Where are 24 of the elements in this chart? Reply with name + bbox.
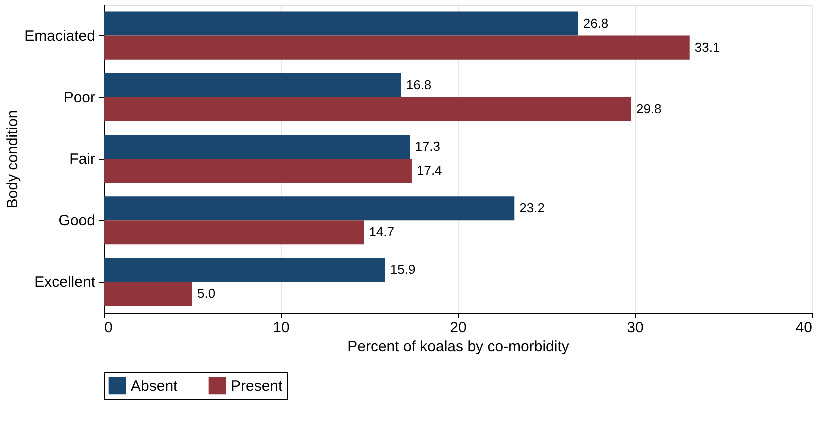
x-axis-title: Percent of koalas by co-morbidity xyxy=(348,338,570,356)
y-tick-label: Excellent xyxy=(34,274,96,292)
y-tick-label: Fair xyxy=(70,151,96,168)
data-label: 14.7 xyxy=(369,224,395,240)
y-tick-label: Poor xyxy=(64,89,96,106)
y-tick-label: Emaciated xyxy=(24,28,96,45)
data-label: 17.4 xyxy=(416,163,442,178)
x-tick-label: 30 xyxy=(627,320,644,336)
data-label: 29.8 xyxy=(636,101,662,116)
data-label: 5.0 xyxy=(198,286,216,302)
legend-label: Absent xyxy=(131,378,179,395)
data-label: 15.9 xyxy=(390,262,416,278)
x-tick-label: 40 xyxy=(796,320,812,336)
data-label: 33.1 xyxy=(694,40,720,55)
y-tick-label: Good xyxy=(58,212,96,230)
x-tick-label: 20 xyxy=(450,320,467,336)
x-tick-label: 10 xyxy=(273,320,290,336)
x-tick-label: 0 xyxy=(104,320,113,336)
y-axis-title: Body condition xyxy=(4,110,22,209)
data-label: 16.8 xyxy=(406,77,432,92)
data-label: 26.8 xyxy=(583,16,609,31)
data-label: 17.3 xyxy=(415,138,441,154)
data-label: 23.2 xyxy=(520,200,545,216)
legend-label: Present xyxy=(231,378,284,395)
